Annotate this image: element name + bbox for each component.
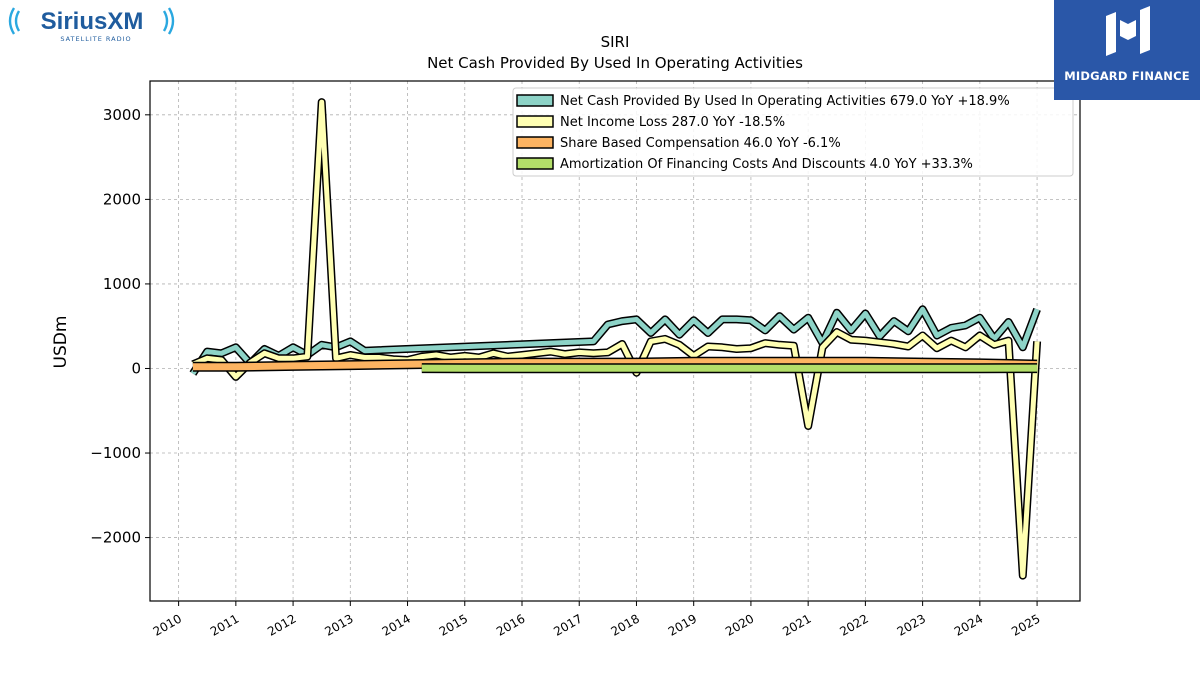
legend-label: Net Income Loss 287.0 YoY -18.5%: [560, 115, 785, 130]
series-line: [191, 99, 1040, 579]
legend: Net Cash Provided By Used In Operating A…: [512, 87, 1074, 177]
legend-box: [512, 87, 1074, 177]
y-tick-label: −1000: [90, 444, 141, 462]
x-tick-label: 2015: [437, 611, 470, 638]
x-tick-label: 2021: [780, 611, 813, 638]
y-axis-label: USDm: [51, 316, 71, 369]
legend-swatch: [516, 136, 554, 149]
y-tick-label: 2000: [103, 190, 141, 208]
series-line: [192, 358, 1038, 371]
x-tick-label: 2014: [380, 611, 413, 638]
x-tick-label: 2013: [322, 611, 355, 638]
legend-label: Net Cash Provided By Used In Operating A…: [560, 94, 1010, 109]
midgard-finance-logo: MIDGARD FINANCE: [1054, 0, 1200, 100]
x-tick-label: 2025: [1009, 611, 1042, 638]
y-tick-label: 3000: [103, 106, 141, 124]
y-tick-label: 1000: [103, 275, 141, 293]
y-tick-label: −2000: [90, 529, 141, 547]
siriusxm-logo: SiriusXM SATELLITE RADIO: [4, 4, 182, 44]
x-tick-label: 2016: [494, 611, 527, 638]
x-tick-label: 2017: [551, 611, 584, 638]
legend-label: Amortization Of Financing Costs And Disc…: [560, 157, 973, 172]
x-tick-label: 2022: [837, 611, 870, 638]
legend-swatch: [516, 157, 554, 170]
chart-subtitle: Net Cash Provided By Used In Operating A…: [427, 54, 803, 72]
x-tick-label: 2024: [952, 611, 985, 638]
legend-swatch: [516, 115, 554, 128]
siriusxm-tagline: SATELLITE RADIO: [60, 35, 131, 43]
x-tick-label: 2018: [609, 611, 642, 638]
x-tick-label: 2012: [265, 611, 298, 638]
x-tick-label: 2011: [208, 611, 241, 638]
plot-frame: [149, 80, 1081, 602]
midgard-emblem-icon: [1106, 6, 1150, 56]
x-tick-label: 2019: [666, 611, 699, 638]
legend-label: Share Based Compensation 46.0 YoY -6.1%: [560, 136, 841, 151]
legend-swatch: [516, 94, 554, 107]
midgard-wordmark: MIDGARD FINANCE: [1064, 69, 1190, 83]
x-tick-label: 2023: [895, 611, 928, 638]
series-line: [190, 306, 1040, 375]
siriusxm-wordmark: SiriusXM: [41, 8, 144, 35]
y-tick-label: 0: [131, 359, 141, 377]
series-group: [189, 98, 1042, 580]
x-tick-label: 2020: [723, 611, 756, 638]
satellite-waves-icon: SiriusXM SATELLITE RADIO: [8, 7, 175, 43]
x-tick-label: 2010: [151, 611, 184, 638]
chart-title: SIRI: [601, 33, 630, 51]
